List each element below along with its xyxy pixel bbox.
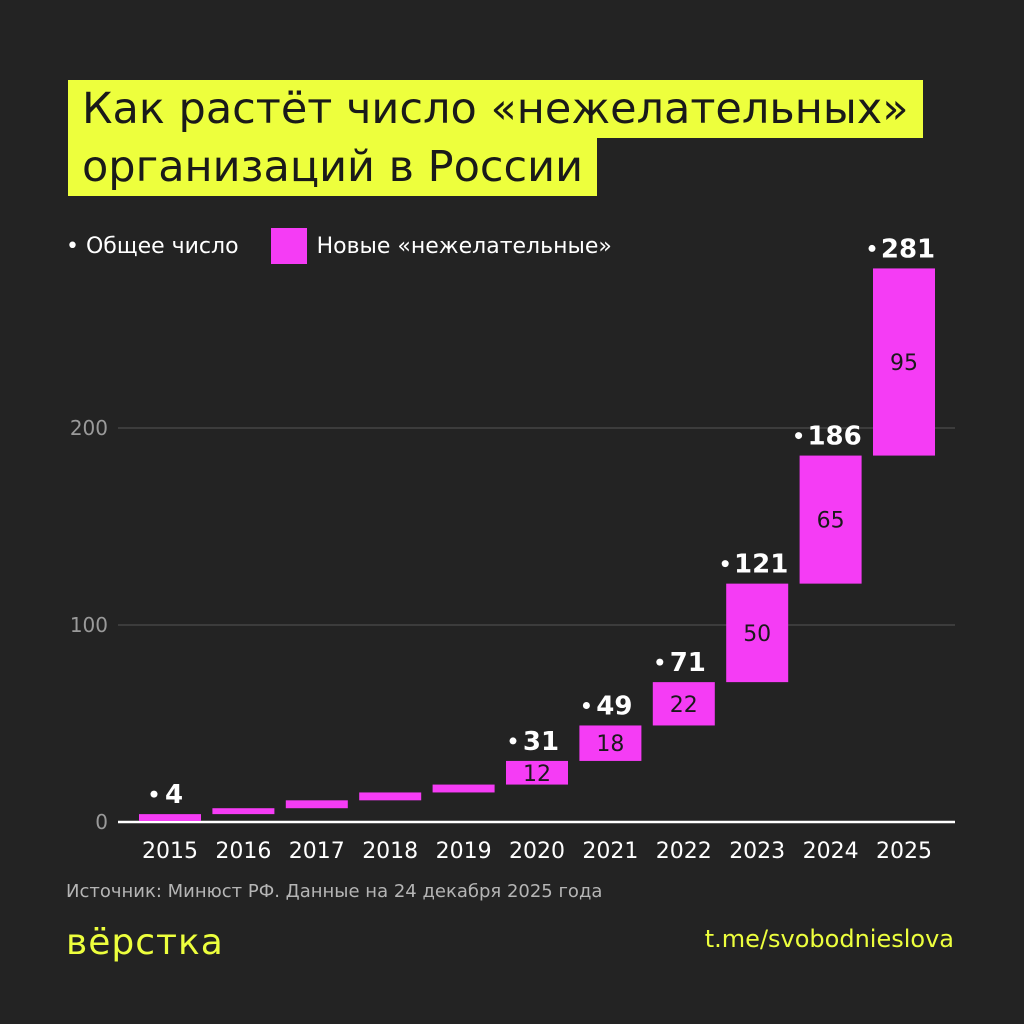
source-note: Источник: Минюст РФ. Данные на 24 декабр…	[66, 881, 603, 902]
bar-2021	[579, 725, 642, 761]
bar-2016	[212, 808, 275, 815]
bar-2017	[285, 800, 348, 809]
total-dot	[582, 701, 590, 709]
x-tick-label: 2018	[362, 839, 418, 864]
new-value-label: 50	[743, 622, 771, 647]
total-value-label: 71	[670, 648, 706, 678]
y-tick-label: 200	[70, 416, 108, 440]
total-value-label: 281	[881, 234, 935, 264]
total-value-label: 49	[596, 691, 632, 721]
x-tick-label: 2020	[509, 839, 565, 864]
y-tick-label: 100	[70, 613, 108, 637]
total-value-label: 186	[807, 422, 861, 452]
x-tick-label: 2022	[656, 839, 712, 864]
total-dot	[509, 737, 517, 745]
total-dot	[795, 432, 803, 440]
y-tick-label: 0	[95, 810, 108, 834]
channel-link[interactable]: t.me/svobodnieslova	[704, 925, 954, 953]
bar-2020	[506, 760, 568, 785]
bar-2024	[799, 455, 862, 584]
total-dot	[721, 560, 729, 568]
new-value-label: 18	[596, 732, 624, 757]
x-tick-label: 2021	[582, 839, 638, 864]
logo: вёрстка	[66, 922, 224, 963]
bar-2022	[652, 682, 715, 726]
bar-2019	[432, 784, 495, 793]
x-tick-label: 2016	[215, 839, 271, 864]
legend-swatch	[270, 228, 307, 264]
title-line-1: Как растёт число «нежелательных»	[68, 80, 923, 138]
legend: • Общее число Новые «нежелательные»	[66, 228, 612, 264]
legend-total: • Общее число	[66, 233, 239, 259]
x-tick-label: 2019	[436, 839, 492, 864]
total-dot	[656, 658, 664, 666]
total-value-label: 121	[734, 550, 788, 580]
new-value-label: 12	[523, 762, 551, 787]
x-tick-label: 2023	[729, 839, 785, 864]
total-dot	[150, 790, 158, 798]
new-value-label: 95	[890, 351, 918, 376]
legend-new: Новые «нежелательные»	[316, 233, 612, 259]
total-value-label: 31	[523, 727, 559, 757]
new-value-label: 65	[817, 509, 845, 534]
title-line-2: организаций в России	[68, 138, 598, 196]
x-tick-label: 2025	[876, 839, 932, 864]
total-value-label: 4	[165, 780, 183, 810]
bar-2023	[726, 583, 789, 683]
new-value-label: 22	[670, 693, 698, 718]
x-tick-label: 2017	[289, 839, 345, 864]
bar-2025	[873, 268, 935, 456]
x-tick-label: 2015	[142, 839, 198, 864]
total-dot	[868, 244, 876, 252]
x-tick-label: 2024	[803, 839, 859, 864]
bar-2015	[139, 814, 201, 821]
bar-2018	[359, 792, 422, 801]
